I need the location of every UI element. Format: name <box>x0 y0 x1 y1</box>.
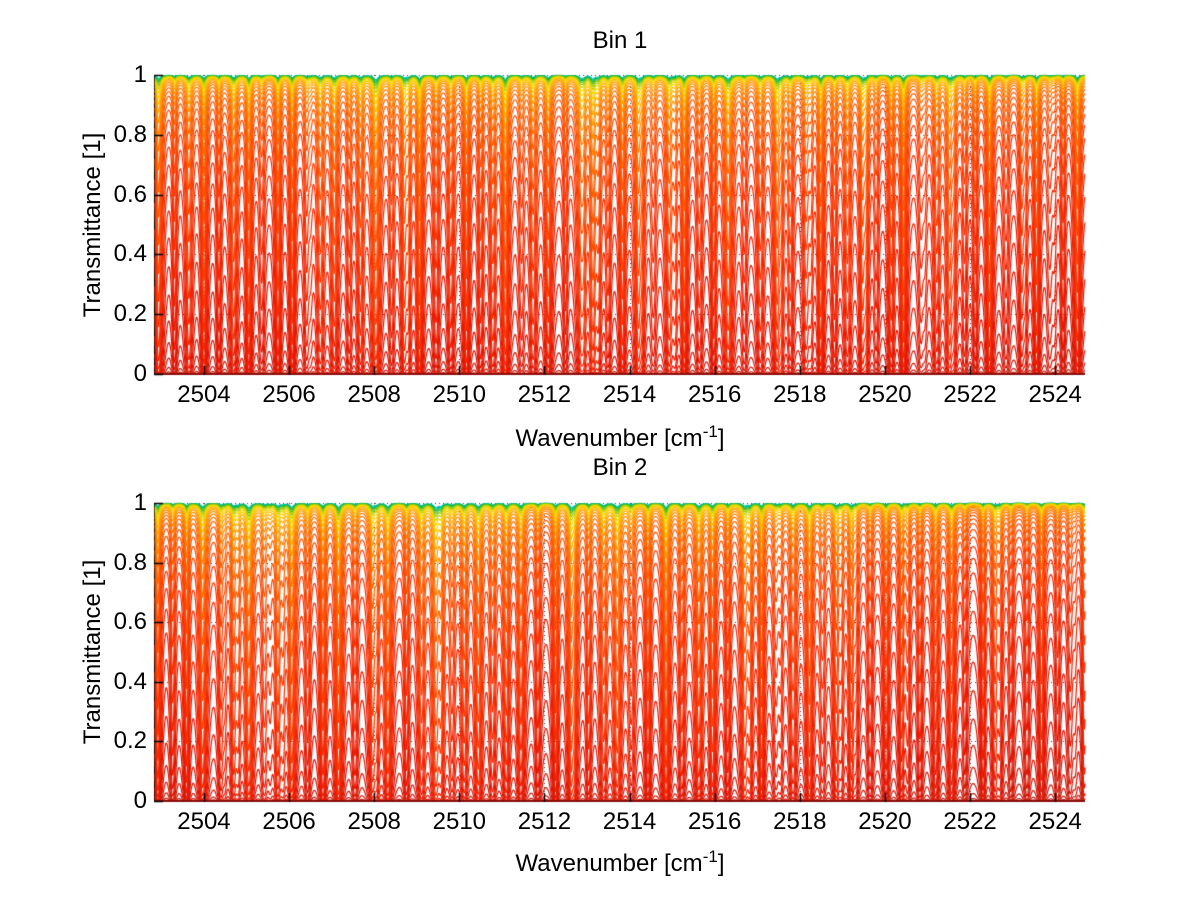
plot1-title: Bin 1 <box>592 27 648 54</box>
x-tick-label: 2520 <box>858 808 912 835</box>
x-tick-label: 2506 <box>262 808 316 835</box>
x-tick-label: 2512 <box>517 381 572 408</box>
y-tick-label: 1 <box>133 61 147 88</box>
plot1-xaxis-label-suffix: ] <box>717 425 725 452</box>
plot2-yaxis-label-text: Transmittance [1] <box>79 559 106 745</box>
plot1-yaxis-label: Transmittance [1] <box>79 132 106 318</box>
x-tick-label: 2504 <box>177 808 231 835</box>
plot2-xaxis-label-suffix: ] <box>717 850 725 877</box>
x-tick-label: 2516 <box>687 381 742 408</box>
y-tick-label: 1 <box>133 489 147 516</box>
y-tick-label: 0 <box>133 360 147 387</box>
plot2-yaxis-label: Transmittance [1] <box>79 559 106 745</box>
x-tick-label: 2506 <box>262 381 316 408</box>
plot2-title: Bin 2 <box>592 454 648 481</box>
x-tick-label: 2520 <box>858 381 912 408</box>
y-tick-label: 0.8 <box>113 548 147 576</box>
y-tick-label: 0 <box>133 787 147 814</box>
plot1-xaxis-label-exponent: -1 <box>702 422 718 441</box>
y-tick-label: 0.4 <box>113 240 147 268</box>
plot1-xaxis-label: Wavenumber [cm-1] <box>516 423 725 451</box>
x-tick-label: 2508 <box>347 808 401 835</box>
plot2-xaxis-label-prefix: Wavenumber [cm <box>515 850 703 877</box>
x-tick-label: 2524 <box>1028 808 1082 835</box>
x-tick-label: 2518 <box>773 808 827 835</box>
x-tick-label: 2510 <box>432 381 487 408</box>
x-tick-label: 2518 <box>773 381 827 408</box>
x-tick-label: 2514 <box>602 808 657 835</box>
plot1-xaxis-label-prefix: Wavenumber [cm <box>515 425 703 452</box>
x-tick-label: 2516 <box>687 808 742 835</box>
y-tick-label: 0.6 <box>113 608 147 636</box>
y-tick-label: 0.8 <box>113 120 147 148</box>
plot2-xaxis-label-exponent: -1 <box>702 847 718 866</box>
y-tick-label: 0.6 <box>113 180 147 208</box>
y-tick-label: 0.2 <box>113 727 147 755</box>
y-tick-label: 0.4 <box>113 667 147 695</box>
plot1-yaxis-label-text: Transmittance [1] <box>79 132 106 318</box>
x-tick-label: 2504 <box>177 381 231 408</box>
x-tick-label: 2514 <box>602 381 657 408</box>
x-tick-label: 2512 <box>517 808 572 835</box>
x-tick-label: 2508 <box>347 381 401 408</box>
x-tick-label: 2522 <box>943 808 997 835</box>
x-tick-label: 2522 <box>943 381 997 408</box>
plot2-xaxis-label: Wavenumber [cm-1] <box>516 848 725 876</box>
x-tick-label: 2524 <box>1028 381 1082 408</box>
y-tick-label: 0.2 <box>113 300 147 328</box>
x-tick-label: 2510 <box>432 808 487 835</box>
